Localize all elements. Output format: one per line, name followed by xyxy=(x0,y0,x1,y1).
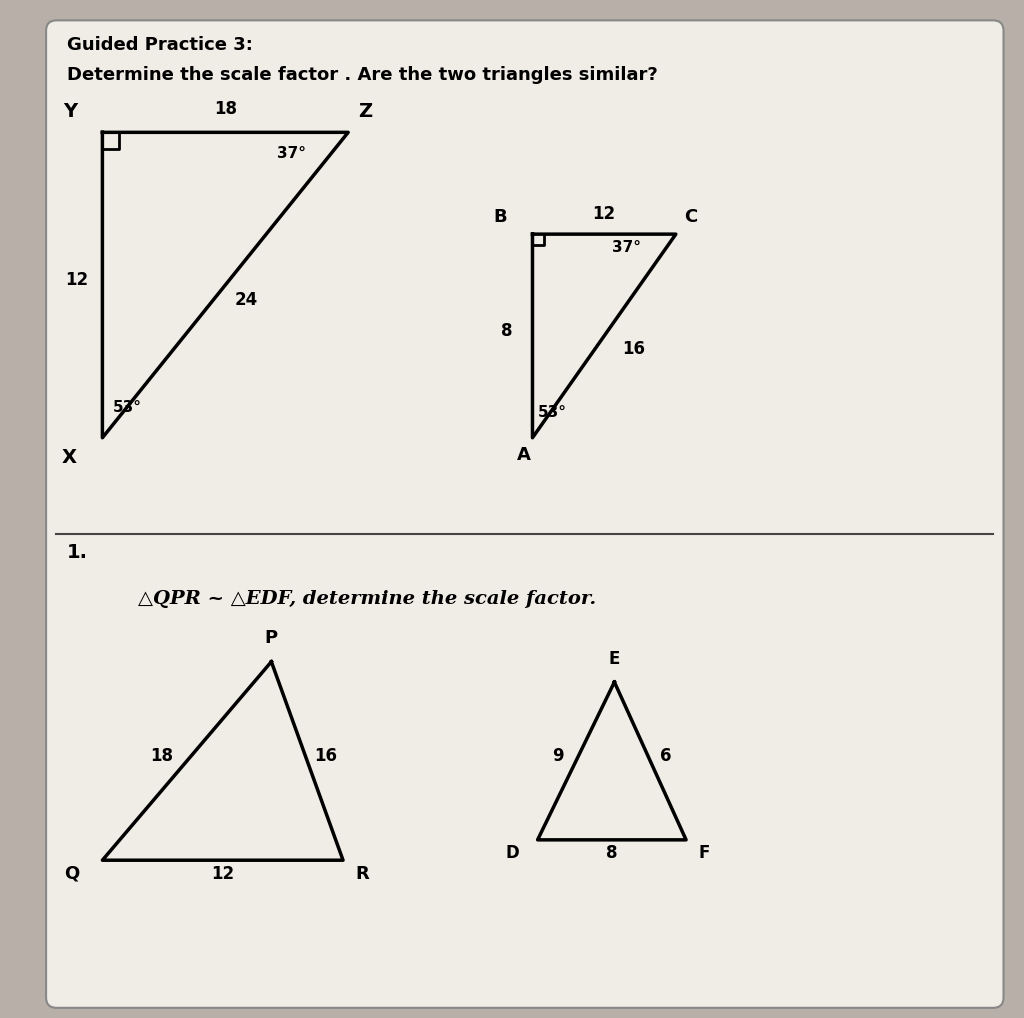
Text: C: C xyxy=(684,208,697,226)
Text: Determine the scale factor . Are the two triangles similar?: Determine the scale factor . Are the two… xyxy=(67,66,657,84)
Text: E: E xyxy=(608,649,621,668)
Text: 53°: 53° xyxy=(538,405,566,420)
Text: 12: 12 xyxy=(593,205,615,223)
Text: 8: 8 xyxy=(606,844,617,862)
Text: Q: Q xyxy=(65,864,80,883)
Text: 18: 18 xyxy=(150,747,173,765)
Text: P: P xyxy=(265,629,278,647)
Text: 16: 16 xyxy=(314,747,337,765)
FancyBboxPatch shape xyxy=(46,20,1004,1008)
Text: 37°: 37° xyxy=(612,240,641,256)
Text: B: B xyxy=(494,208,507,226)
Text: Guided Practice 3:: Guided Practice 3: xyxy=(67,36,253,54)
Text: 12: 12 xyxy=(211,864,234,883)
Text: 9: 9 xyxy=(552,747,563,765)
Text: 12: 12 xyxy=(66,271,88,289)
Text: 53°: 53° xyxy=(113,400,141,415)
Text: △QPR ~ △EDF, determine the scale factor.: △QPR ~ △EDF, determine the scale factor. xyxy=(138,590,596,609)
Text: 8: 8 xyxy=(501,322,512,340)
Text: 6: 6 xyxy=(659,747,672,765)
Text: 1.: 1. xyxy=(67,543,88,562)
Text: 24: 24 xyxy=(234,291,257,309)
Text: X: X xyxy=(61,448,77,467)
Text: R: R xyxy=(355,864,369,883)
Text: Y: Y xyxy=(62,102,77,121)
Text: 18: 18 xyxy=(214,100,237,118)
Text: A: A xyxy=(517,446,531,464)
Text: 16: 16 xyxy=(623,340,645,358)
Text: 37°: 37° xyxy=(278,146,306,161)
Text: F: F xyxy=(698,844,710,862)
Text: D: D xyxy=(506,844,519,862)
Text: Z: Z xyxy=(358,102,373,121)
